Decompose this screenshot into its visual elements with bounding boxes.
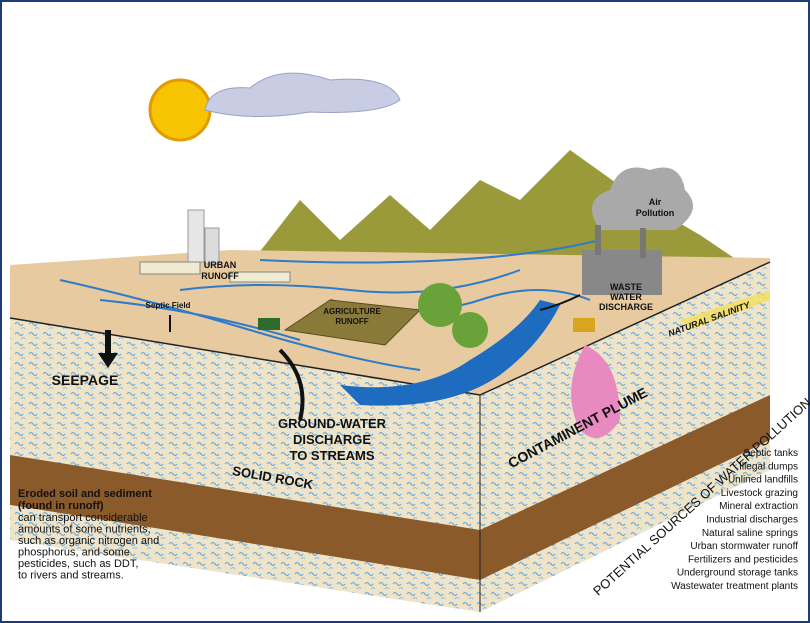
label: URBAN [204,260,237,270]
note-body: such as organic nitrogen and [18,535,159,547]
houses [230,272,290,282]
source-item: Mineral extraction [719,501,798,512]
source-item: Natural saline springs [702,528,798,539]
source-item: Urban stormwater runoff [690,541,798,552]
label: Septic Field [146,301,191,310]
note-body: phosphorus, and some [18,547,130,559]
label: TO STREAMS [290,448,375,463]
label: Air [649,197,662,207]
label: GROUND-WATER [278,416,387,431]
houses [140,262,200,274]
tractor [258,318,280,330]
source-item: Fertilizers and pesticides [688,554,798,565]
source-item: Unlined landfills [728,475,798,486]
note-body: amounts of some nutrients, [18,524,151,536]
chimney [640,228,646,258]
source-item: Livestock grazing [721,488,798,499]
label: WATER [610,292,642,302]
source-item: Underground storage tanks [677,568,798,579]
source-item: Septic tanks [744,448,798,459]
label: WASTE [610,282,642,292]
label: RUNOFF [201,271,239,281]
note-body: can transport considerable [18,512,148,524]
diagram: Air Pollution URBAN RUNOFF Septic Field … [0,0,810,623]
label: DISCHARGE [599,302,653,312]
label: AGRICULTURE [323,307,381,316]
tree [452,312,488,348]
note-body: to rivers and streams. [18,570,124,582]
barrels [573,318,595,332]
building [188,210,204,262]
note-title: Eroded soil and sediment [18,488,152,500]
label: RUNOFF [335,317,368,326]
label: SEEPAGE [52,372,119,388]
source-item: Industrial discharges [706,515,798,526]
sun [150,80,210,140]
label: Pollution [636,208,675,218]
note-body: pesticides, such as DDT, [18,558,138,570]
note-title: (found in runoff) [18,500,104,512]
source-item: Wastewater treatment plants [671,581,798,592]
source-item: Illegal dumps [739,461,798,472]
label: DISCHARGE [293,432,371,447]
chimney [595,225,601,255]
building [205,228,219,264]
